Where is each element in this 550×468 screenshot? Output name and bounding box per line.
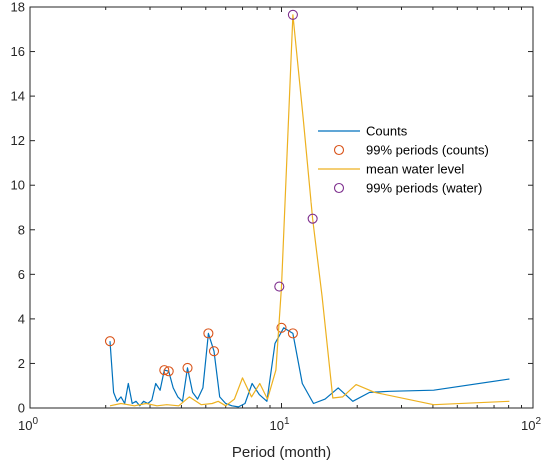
series-marker-1	[208, 346, 220, 357]
series-marker-1	[203, 328, 214, 339]
axis-ticks	[29, 6, 534, 409]
y-tick-label: 8	[18, 222, 25, 237]
x-tick-label: 102	[521, 416, 541, 433]
series-marker-1	[182, 362, 193, 373]
series-layer	[104, 9, 510, 408]
series-marker-1	[287, 328, 298, 339]
y-tick-label: 2	[18, 356, 25, 371]
legend-swatch-marker	[333, 144, 345, 156]
y-tick-label: 18	[11, 0, 25, 15]
y-tick-label: 0	[18, 401, 25, 416]
tick-labels: 0 2 4 6 8 10 12 14 16 18 100 101 102	[11, 0, 542, 433]
y-tick-label: 14	[11, 89, 25, 104]
y-tick-label: 12	[11, 133, 25, 148]
y-tick-label: 16	[11, 44, 25, 59]
y-tick-label: 6	[18, 267, 25, 282]
series-marker-1	[163, 366, 174, 377]
y-tick-label: 4	[18, 311, 25, 326]
series-line-2	[109, 14, 510, 407]
x-axis-title: Period (month)	[232, 444, 331, 461]
legend-label: 99% periods (water)	[366, 181, 482, 196]
legend-label: mean water level	[366, 162, 464, 177]
series-marker-3	[287, 9, 298, 20]
plot-area	[29, 6, 534, 409]
legend: Counts 99% periods (counts) mean water lev…	[311, 117, 506, 203]
series-marker-3	[274, 281, 285, 292]
series-line-0	[109, 327, 510, 408]
series-marker-3	[307, 213, 318, 224]
series-marker-1	[276, 322, 287, 333]
y-tick-label: 10	[11, 178, 25, 193]
legend-label: Counts	[366, 124, 408, 139]
x-tick-label: 101	[269, 416, 289, 433]
series-marker-1	[104, 336, 116, 347]
legend-box	[311, 117, 506, 203]
legend-swatch-marker	[333, 182, 345, 194]
series-marker-1	[159, 365, 170, 376]
legend-label: 99% periods (counts)	[366, 143, 489, 158]
x-tick-label: 100	[18, 416, 38, 433]
